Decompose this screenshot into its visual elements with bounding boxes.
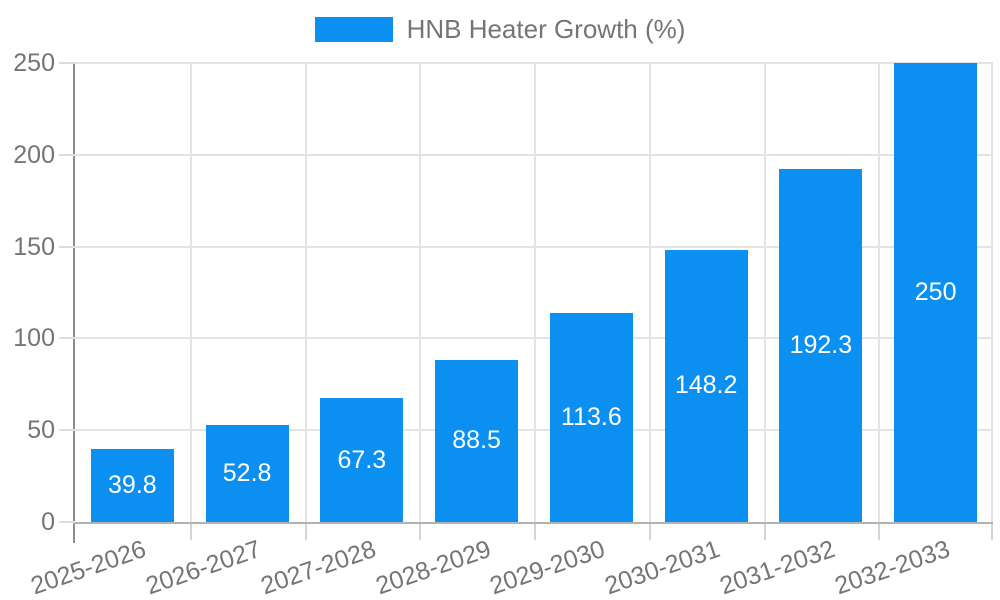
x-gridline: [534, 63, 536, 522]
x-gridline: [419, 63, 421, 522]
y-tick-mark: [59, 521, 75, 523]
bar-value-label: 148.2: [674, 371, 738, 400]
bar-value-label: 52.8: [222, 459, 272, 488]
bar-value-label: 67.3: [337, 445, 387, 474]
y-tick-mark: [59, 337, 75, 340]
bar[interactable]: 113.6: [549, 313, 633, 522]
x-gridline: [649, 63, 651, 522]
x-tick-mark: [305, 524, 307, 540]
x-tick-mark-first: [73, 524, 75, 543]
y-axis-tick-label: 0: [41, 508, 55, 536]
bar[interactable]: 250: [894, 63, 978, 522]
legend-label: HNB Heater Growth (%): [406, 14, 686, 44]
bar[interactable]: 52.8: [205, 425, 289, 522]
y-tick-mark: [59, 429, 75, 432]
x-tick-mark: [419, 524, 421, 540]
bar-value-label: 250: [914, 278, 957, 306]
x-tick-mark: [764, 524, 766, 540]
bar[interactable]: 192.3: [779, 168, 863, 522]
bar[interactable]: 39.8: [90, 448, 174, 522]
y-tick-mark: [59, 62, 75, 64]
y-axis-tick-label: 200: [13, 140, 55, 169]
x-gridline: [878, 63, 880, 522]
y-axis-tick-label: 250: [13, 49, 55, 77]
bar-value-label: 88.5: [452, 426, 501, 455]
plot-area: 0 50 100 150 200 250 39.8 52.8 67.3 88.5 113.6 148.…: [13, 49, 993, 600]
x-gridline: [991, 63, 993, 522]
x-tick-mark: [534, 524, 536, 540]
y-axis-tick-label: 100: [13, 324, 55, 353]
bar[interactable]: 148.2: [664, 249, 748, 522]
x-gridline: [305, 63, 307, 522]
bar-value-label: 192.3: [789, 330, 853, 359]
legend-swatch-icon: [314, 17, 393, 42]
x-gridline: [764, 63, 766, 522]
bar[interactable]: 67.3: [320, 398, 404, 522]
x-tick-mark: [878, 524, 880, 540]
bar[interactable]: 88.5: [435, 359, 519, 522]
bar-value-label: 113.6: [561, 403, 622, 432]
y-axis-tick-label: 50: [27, 416, 55, 445]
bar-value-label: 39.8: [108, 470, 157, 499]
x-gridline: [190, 63, 192, 522]
y-tick-mark: [59, 245, 75, 248]
legend[interactable]: HNB Heater Growth (%): [0, 14, 1000, 45]
y-tick-mark: [59, 153, 75, 156]
x-tick-mark: [991, 524, 993, 540]
x-tick-mark: [649, 524, 651, 540]
y-axis-tick-label: 150: [13, 232, 55, 261]
x-tick-mark: [190, 524, 192, 540]
